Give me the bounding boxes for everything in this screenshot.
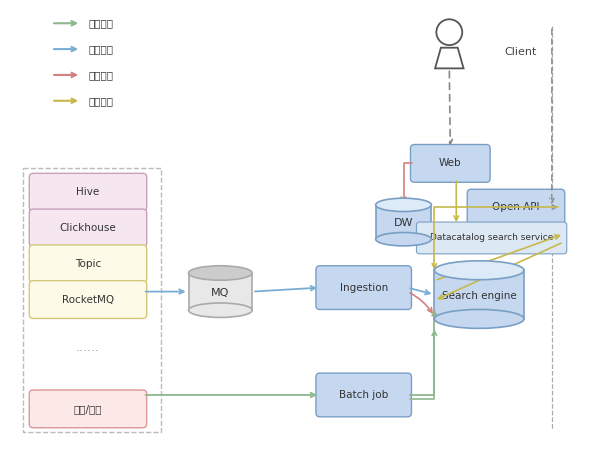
Text: Ingestion: Ingestion	[340, 283, 388, 293]
Text: ......: ......	[76, 341, 100, 354]
Text: 搜索服务: 搜索服务	[89, 96, 114, 106]
Ellipse shape	[434, 310, 524, 328]
FancyBboxPatch shape	[316, 373, 412, 417]
FancyBboxPatch shape	[188, 273, 252, 310]
Text: Datacatalog search service: Datacatalog search service	[430, 233, 553, 242]
Text: Hive: Hive	[76, 187, 100, 197]
FancyBboxPatch shape	[316, 266, 412, 310]
FancyBboxPatch shape	[29, 209, 147, 247]
Text: Batch job: Batch job	[339, 390, 388, 400]
Text: Client: Client	[505, 47, 537, 57]
FancyBboxPatch shape	[376, 205, 431, 239]
Text: MQ: MQ	[211, 288, 230, 298]
FancyBboxPatch shape	[467, 189, 565, 225]
Text: Open API: Open API	[492, 202, 540, 212]
Text: 用户行为: 用户行为	[89, 70, 114, 80]
Text: 报表/看板: 报表/看板	[74, 404, 102, 414]
FancyBboxPatch shape	[29, 245, 147, 283]
Text: RocketMQ: RocketMQ	[62, 295, 114, 305]
FancyBboxPatch shape	[434, 270, 524, 319]
FancyBboxPatch shape	[29, 281, 147, 318]
Ellipse shape	[434, 261, 524, 280]
Ellipse shape	[188, 266, 252, 280]
Text: Web: Web	[439, 158, 461, 168]
Ellipse shape	[376, 232, 431, 246]
FancyBboxPatch shape	[410, 144, 490, 182]
Text: Topic: Topic	[75, 259, 101, 269]
Text: Search engine: Search engine	[442, 291, 517, 301]
Text: 离线导入: 离线导入	[89, 18, 114, 28]
Text: 实时导入: 实时导入	[89, 44, 114, 54]
FancyBboxPatch shape	[29, 390, 147, 428]
FancyBboxPatch shape	[416, 222, 567, 254]
Ellipse shape	[188, 303, 252, 317]
FancyBboxPatch shape	[29, 173, 147, 211]
Ellipse shape	[376, 198, 431, 212]
Text: Clickhouse: Clickhouse	[59, 223, 116, 233]
Text: DW: DW	[394, 218, 413, 228]
